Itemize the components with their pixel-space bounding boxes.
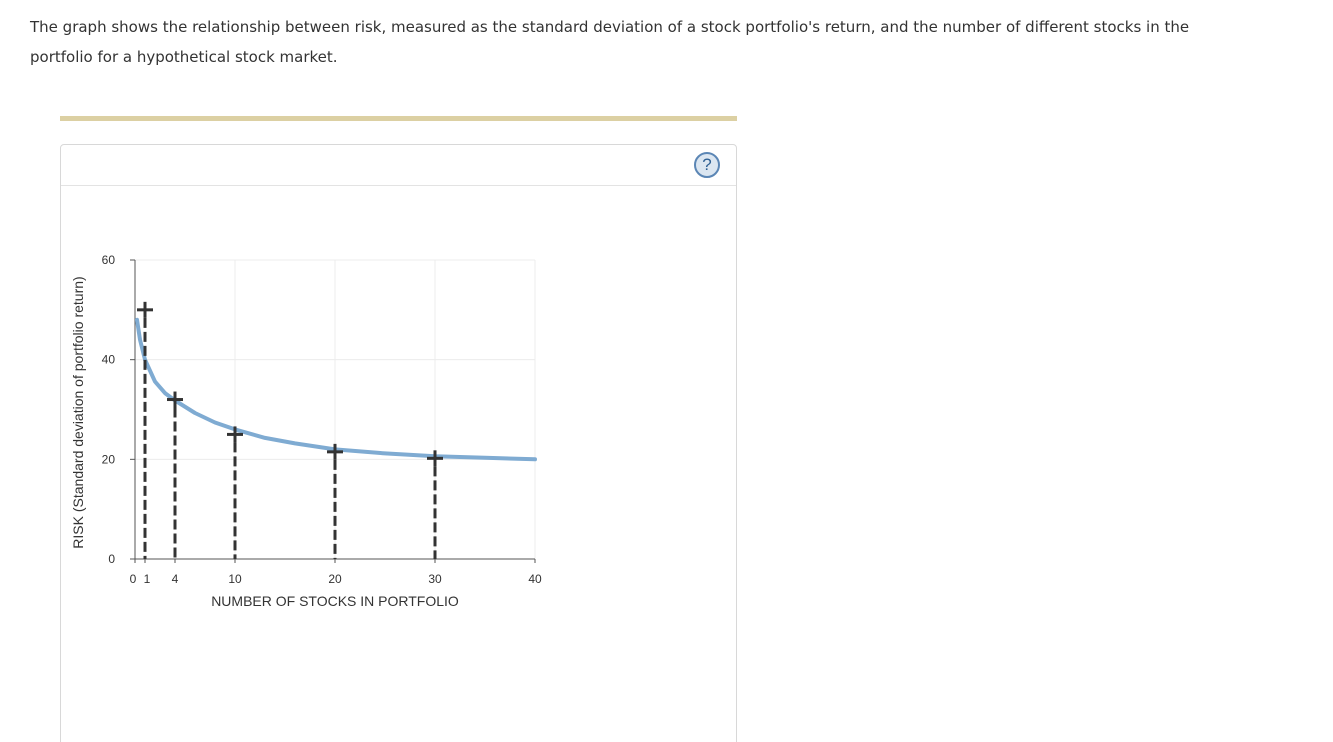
y-tick-label: 20: [102, 452, 116, 466]
panel-header: ?: [61, 145, 736, 186]
x-tick-label: 40: [528, 572, 542, 586]
x-tick-label: 4: [172, 572, 179, 586]
x-tick-label: 1: [144, 572, 151, 586]
y-axis-title: RISK (Standard deviation of portfolio re…: [70, 276, 86, 548]
y-tick-label: 60: [102, 253, 116, 267]
x-tick-label: 30: [428, 572, 442, 586]
y-tick-label: 40: [102, 353, 116, 367]
risk-curve: [135, 317, 537, 462]
x-tick-label: 0: [130, 572, 137, 586]
graph-panel: ?: [60, 144, 737, 742]
help-button[interactable]: ?: [694, 152, 720, 178]
intro-text: The graph shows the relationship between…: [30, 18, 1190, 66]
accent-bar: [60, 116, 737, 121]
x-axis-title: NUMBER OF STOCKS IN PORTFOLIO: [211, 593, 459, 609]
help-icon: ?: [702, 155, 712, 174]
y-tick-label: 0: [108, 552, 115, 566]
x-tick-label: 10: [228, 572, 242, 586]
x-tick-label: 20: [328, 572, 342, 586]
